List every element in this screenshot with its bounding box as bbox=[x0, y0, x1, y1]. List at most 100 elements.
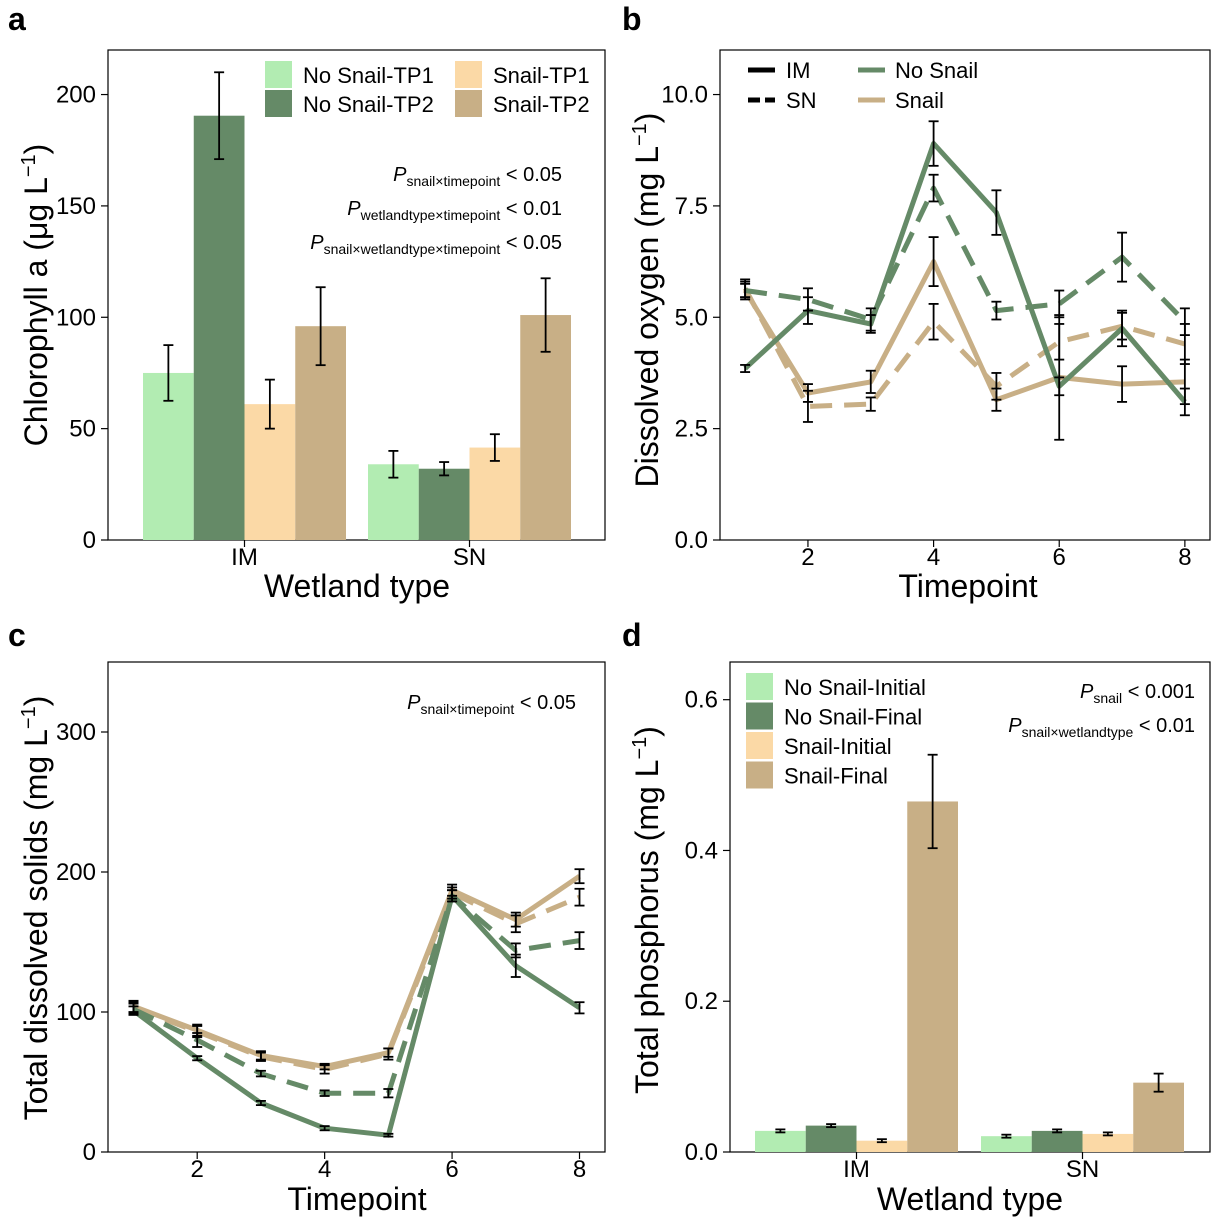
bar-no-snail-final-im bbox=[805, 1125, 857, 1152]
legend-label-no-snail-tp1: No Snail-TP1 bbox=[303, 63, 434, 88]
x-tick-label: 6 bbox=[445, 1156, 458, 1183]
panel-b-plot-area: 0.0 2.5 5.0 7.5 10.0 2 4 6 8 bbox=[661, 82, 1191, 571]
stat-line-0: Psnail < 0.001 bbox=[1080, 681, 1195, 706]
panel-d-frame bbox=[729, 661, 1211, 1153]
panel-b-x-axis-title: Timepoint bbox=[898, 568, 1037, 604]
y-tick-label: 2.5 bbox=[675, 416, 708, 443]
panel-b-legend: IM SN No Snail Snail bbox=[748, 58, 978, 113]
panel-c-frame bbox=[107, 661, 606, 1153]
line-no-snail-im bbox=[132, 893, 581, 1138]
bar-no-snail-initial-im bbox=[755, 1130, 806, 1152]
legend-label-snail-tp2: Snail-TP2 bbox=[493, 92, 590, 117]
legend-label-snail-tp1: Snail-TP1 bbox=[493, 63, 590, 88]
bar-snail-final-sn bbox=[1133, 1082, 1184, 1152]
bar-no-snail-tp2-im bbox=[193, 115, 245, 541]
panel-a-legend: No Snail-TP1 No Snail-TP2 Snail-TP1 Snail-T… bbox=[265, 61, 590, 117]
line-no-snail-sn bbox=[744, 185, 1187, 324]
stat-line-1: Psnail×wetlandtype < 0.01 bbox=[1008, 715, 1195, 740]
panel-label-b: b bbox=[622, 1, 642, 37]
y-tick-label: 5.0 bbox=[675, 304, 708, 331]
y-tick-label: 0.0 bbox=[685, 1139, 718, 1166]
stat-line-0: Psnail×timepoint < 0.05 bbox=[393, 164, 562, 189]
x-tick-label: 4 bbox=[927, 544, 940, 571]
legend-swatch-no-snail-tp2 bbox=[265, 90, 292, 117]
y-tick-label: 0.4 bbox=[685, 837, 718, 864]
panel-b-dissolved-oxygen-chart: b 0.0 2.5 5.0 7.5 10.0 2 4 6 8 IM SN No Snail Snail… bbox=[622, 1, 1211, 604]
panel-label-c: c bbox=[8, 617, 26, 653]
line-snail-sn bbox=[742, 287, 1186, 409]
legend-swatch-snail-initial bbox=[746, 732, 773, 759]
panel-d-y-axis-title: Total phosphorus (mg L−1) bbox=[629, 726, 665, 1094]
x-tick-label: 8 bbox=[573, 1156, 586, 1183]
legend-swatch-no-snail-tp1 bbox=[265, 61, 292, 88]
stat-line-1: Pwetlandtype×timepoint < 0.01 bbox=[347, 198, 562, 223]
legend-label-no-snail-tp2: No Snail-TP2 bbox=[303, 92, 434, 117]
bar-no-snail-initial-sn bbox=[981, 1136, 1032, 1152]
panel-label-d: d bbox=[622, 617, 642, 653]
y-tick-label: 0 bbox=[83, 1139, 96, 1166]
panel-c-y-axis-title: Total dissolved solids (mg L−1) bbox=[18, 696, 54, 1121]
x-tick-label-sn: SN bbox=[1066, 1156, 1099, 1183]
y-tick-label: 50 bbox=[69, 416, 96, 443]
x-tick-label: 6 bbox=[1053, 544, 1066, 571]
bar-snail-initial-sn bbox=[1082, 1133, 1134, 1152]
y-tick-label: 150 bbox=[56, 193, 96, 220]
stat-line-2: Psnail×wetlandtype×timepoint < 0.05 bbox=[310, 232, 562, 257]
legend-label-no-snail: No Snail bbox=[895, 58, 978, 83]
panel-b-frame bbox=[719, 49, 1211, 541]
bar-snail-initial-im bbox=[856, 1140, 908, 1152]
panel-a-y-axis-title: Chlorophyll a (μg L−1) bbox=[18, 144, 54, 447]
x-tick-label: 2 bbox=[801, 544, 814, 571]
legend-label-no-snail-initial: No Snail-Initial bbox=[784, 675, 926, 700]
legend-swatch-no-snail-final bbox=[746, 702, 773, 730]
legend-swatch-no-snail-initial bbox=[746, 673, 773, 700]
panel-d-statistics: Psnail < 0.001 Psnail×wetlandtype < 0.01 bbox=[1008, 681, 1195, 740]
y-tick-label: 200 bbox=[56, 82, 96, 109]
panel-c-x-axis-title: Timepoint bbox=[287, 1181, 426, 1217]
legend-label-snail-final: Snail-Final bbox=[784, 764, 888, 789]
legend-label-snail-initial: Snail-Initial bbox=[784, 734, 892, 759]
panel-c-total-dissolved-solids-chart: c 0 100 200 300 2 4 6 8 Psnail×timepoint < 0.05… bbox=[8, 617, 606, 1217]
bar-no-snail-final-sn bbox=[1031, 1130, 1083, 1152]
x-tick-label-sn: SN bbox=[453, 544, 486, 571]
bar-no-snail-tp2-sn bbox=[418, 468, 470, 540]
legend-swatch-snail-final bbox=[746, 761, 773, 789]
panel-c-plot-area: 0 100 200 300 2 4 6 8 bbox=[56, 719, 586, 1183]
y-tick-label: 7.5 bbox=[675, 193, 708, 220]
bar-snail-tp1-sn bbox=[469, 447, 521, 540]
y-tick-label: 0 bbox=[83, 527, 96, 554]
x-tick-label: 2 bbox=[191, 1156, 204, 1183]
x-tick-label: 8 bbox=[1178, 544, 1191, 571]
y-tick-label: 10.0 bbox=[661, 82, 708, 109]
panel-d-legend: No Snail-Initial No Snail-Final Snail-Init… bbox=[746, 673, 926, 789]
stat-line-0: Psnail×timepoint < 0.05 bbox=[407, 692, 576, 717]
panel-a-statistics: Psnail×timepoint < 0.05 Pwetlandtype×time… bbox=[310, 164, 562, 257]
legend-label-snail: Snail bbox=[895, 88, 944, 113]
y-tick-label: 100 bbox=[56, 304, 96, 331]
panel-b-y-axis-title: Dissolved oxygen (mg L−1) bbox=[629, 113, 665, 488]
legend-label-no-snail-final: No Snail-Final bbox=[784, 705, 922, 730]
y-tick-label: 200 bbox=[56, 859, 96, 886]
panel-d-plot-area: 0.0 0.2 0.4 0.6 IM SN bbox=[685, 687, 1184, 1183]
bar-snail-final-im bbox=[907, 801, 958, 1152]
panel-label-a: a bbox=[8, 1, 26, 37]
y-tick-label: 100 bbox=[56, 999, 96, 1026]
panel-a-plot-area: 0 50 100 150 200 IM SN bbox=[56, 71, 571, 571]
line-snail-sn bbox=[132, 890, 581, 1072]
line-no-snail-sn bbox=[132, 893, 580, 1096]
legend-label-sn: SN bbox=[786, 88, 817, 113]
line-snail-im bbox=[742, 259, 1185, 403]
legend-label-im: IM bbox=[786, 58, 810, 83]
y-tick-label: 300 bbox=[56, 719, 96, 746]
legend-swatch-snail-tp1 bbox=[455, 61, 482, 88]
y-tick-label: 0.2 bbox=[685, 988, 718, 1015]
panel-d-x-axis-title: Wetland type bbox=[877, 1181, 1063, 1217]
panel-a-frame bbox=[107, 49, 606, 541]
legend-swatch-snail-tp2 bbox=[455, 90, 482, 117]
y-tick-label: 0.6 bbox=[685, 687, 718, 714]
y-tick-label: 0.0 bbox=[675, 527, 708, 554]
panel-c-statistics: Psnail×timepoint < 0.05 bbox=[407, 692, 576, 717]
